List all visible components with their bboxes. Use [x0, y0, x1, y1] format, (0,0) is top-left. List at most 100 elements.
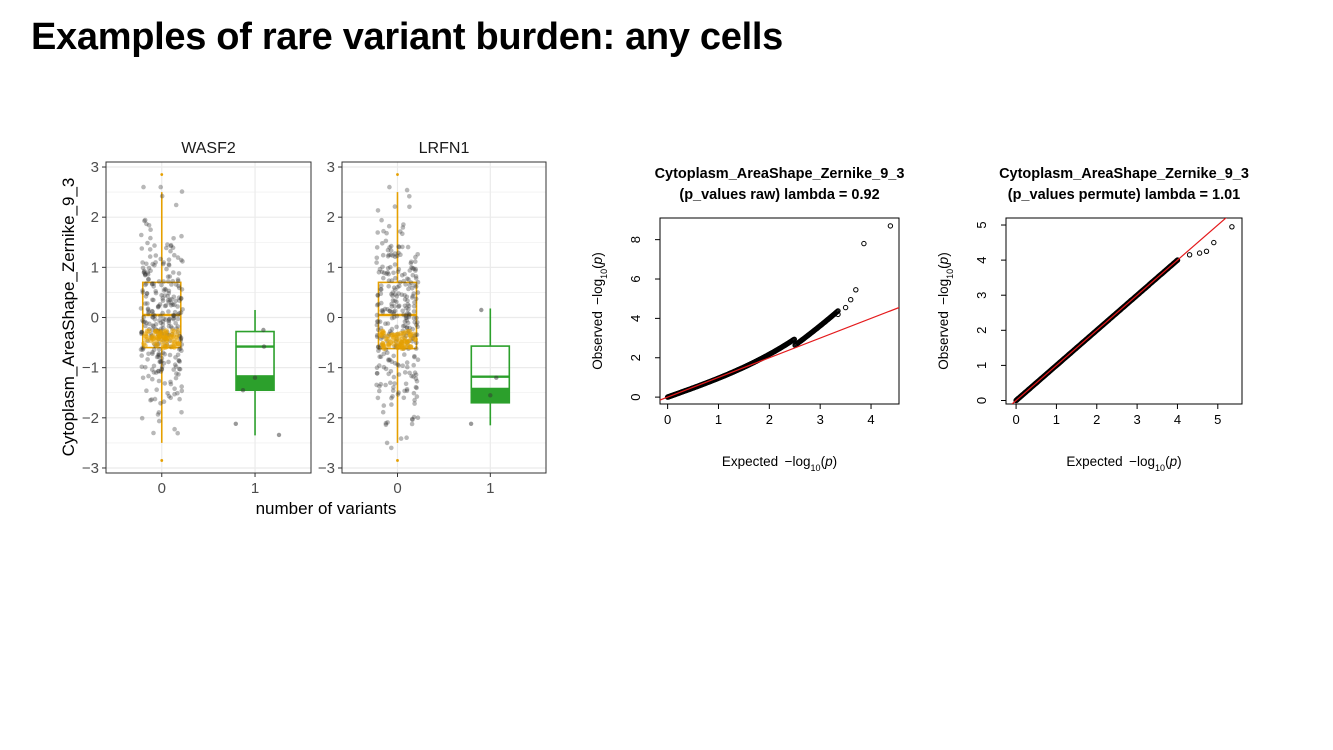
- data-point: [388, 252, 394, 258]
- data-point: [148, 235, 153, 241]
- y-tick-label: 2: [327, 209, 335, 226]
- data-point: [140, 265, 146, 271]
- data-point: [408, 280, 414, 285]
- data-point: [240, 388, 246, 393]
- y-tick-label: −3: [318, 460, 335, 477]
- data-point: [387, 357, 393, 363]
- x-tick-label: 1: [486, 480, 494, 497]
- data-point: [381, 275, 386, 281]
- data-point: [380, 252, 386, 258]
- data-point: [150, 349, 155, 355]
- data-point: [176, 358, 182, 363]
- data-point: [404, 435, 409, 441]
- data-point: [414, 322, 419, 328]
- data-point: [379, 287, 384, 292]
- data-point: [172, 252, 177, 258]
- data-point: [404, 187, 410, 193]
- data-point: [398, 330, 404, 337]
- data-point: [399, 273, 405, 278]
- x-tick-label: 0: [664, 412, 671, 427]
- qq-tail-point: [1196, 250, 1203, 256]
- facet-wasf2: WASF2 3 2 1 0 −1 −2 −3 0 1: [82, 140, 312, 497]
- data-point: [151, 297, 156, 303]
- data-point: [166, 257, 172, 263]
- data-point: [411, 309, 417, 314]
- data-point: [404, 294, 410, 300]
- data-point: [167, 297, 173, 303]
- data-point: [171, 329, 177, 335]
- data-point: [150, 297, 155, 303]
- data-point: [143, 294, 149, 299]
- data-point: [405, 320, 411, 326]
- data-point: [175, 278, 181, 284]
- data-point: [171, 315, 176, 321]
- data-point: [377, 332, 383, 338]
- data-point: [166, 317, 172, 322]
- data-point: [392, 304, 398, 309]
- data-point: [176, 271, 182, 276]
- data-point: [146, 311, 151, 316]
- box-group-1: [233, 309, 282, 438]
- data-point: [383, 420, 389, 426]
- data-point: [412, 283, 417, 288]
- data-point: [154, 343, 160, 349]
- data-point: [409, 421, 415, 427]
- data-point: [153, 322, 159, 327]
- data-point: [153, 289, 158, 294]
- data-point: [146, 276, 151, 282]
- data-point: [142, 217, 148, 223]
- qq-tail-point: [887, 223, 894, 229]
- data-point: [393, 332, 399, 338]
- data-point: [390, 293, 395, 299]
- data-point: [378, 287, 384, 292]
- data-point: [391, 341, 397, 347]
- qq-observed-points: [1011, 218, 1235, 404]
- data-point: [164, 266, 169, 272]
- data-point: [154, 354, 160, 360]
- data-point: [402, 370, 408, 375]
- data-point: [158, 313, 163, 319]
- data-point: [374, 371, 380, 376]
- data-point: [388, 243, 394, 249]
- data-point: [395, 269, 401, 275]
- data-point: [385, 321, 391, 326]
- data-point: [392, 360, 398, 366]
- data-point: [157, 318, 162, 323]
- data-point: [141, 184, 146, 190]
- data-point: [374, 245, 380, 250]
- data-point: [142, 218, 147, 224]
- data-point: [144, 388, 149, 394]
- data-point: [380, 409, 386, 415]
- qq-title-line: Cytoplasm_AreaShape_Zernike_9_3: [655, 166, 905, 182]
- data-point: [389, 301, 394, 307]
- slide-title: Examples of rare variant burden: any cel…: [31, 16, 783, 58]
- qq-y-axis-title: Observed −log10(p): [590, 252, 609, 369]
- x-axis-title: number of variants: [256, 499, 397, 518]
- data-point: [144, 261, 149, 267]
- data-point: [173, 202, 179, 208]
- data-point: [175, 390, 180, 396]
- data-point: [415, 324, 420, 330]
- data-point: [392, 287, 398, 293]
- data-point: [150, 315, 155, 320]
- data-point: [379, 300, 384, 306]
- data-point: [140, 260, 145, 265]
- data-point: [143, 272, 148, 277]
- data-point: [167, 274, 173, 279]
- qq-tail-point: [1203, 248, 1210, 255]
- data-point: [163, 287, 169, 292]
- data-point: [143, 336, 150, 343]
- data-point: [172, 426, 177, 432]
- data-point: [145, 270, 151, 275]
- data-point: [156, 353, 161, 358]
- data-point: [389, 309, 394, 315]
- data-point: [384, 440, 390, 446]
- data-point: [172, 391, 177, 397]
- data-point: [166, 394, 172, 399]
- data-point: [175, 430, 180, 436]
- data-point: [158, 320, 164, 326]
- data-point: [160, 298, 166, 303]
- data-point: [404, 306, 409, 311]
- data-point: [153, 260, 158, 265]
- data-point: [414, 394, 420, 399]
